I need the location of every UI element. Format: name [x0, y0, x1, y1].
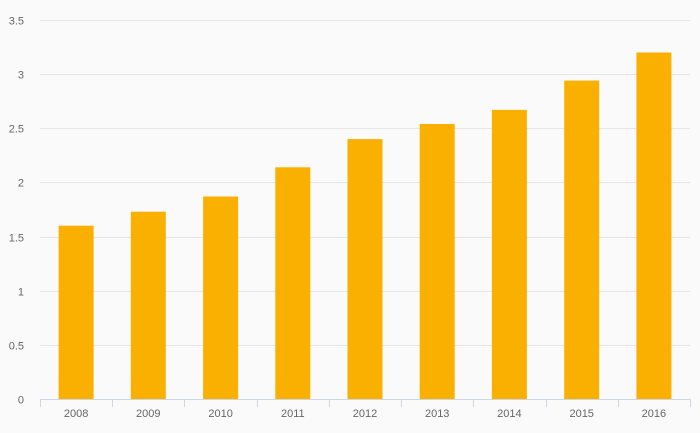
y-tick-label: 1.5	[9, 233, 24, 245]
x-tick-label: 2012	[353, 408, 377, 420]
x-tick-label: 2010	[208, 408, 232, 420]
x-axis: 2008 2009 2010 2011 2012 2013 2014 2015 2016	[40, 399, 691, 420]
y-tick-label: 0.5	[9, 341, 24, 353]
bar-2012[interactable]	[347, 139, 383, 399]
bar-2014[interactable]	[491, 109, 527, 400]
x-tick-label: 2009	[136, 408, 160, 420]
x-tick-label: 2016	[642, 408, 666, 420]
bar-2016[interactable]	[636, 52, 672, 400]
y-tick-label: 1	[18, 287, 24, 299]
bars	[58, 52, 672, 400]
x-tick-label: 2014	[497, 408, 521, 420]
y-tick-label: 2	[18, 178, 24, 190]
x-tick-label: 2011	[281, 408, 305, 420]
y-tick-label: 3	[18, 70, 24, 82]
y-axis-labels: 0 0.5 1 1.5 2 2.5 3 3.5	[9, 16, 24, 407]
x-tick-label: 2008	[64, 408, 88, 420]
x-tick-label: 2013	[425, 408, 449, 420]
bar-2011[interactable]	[275, 167, 311, 399]
y-tick-label: 0	[18, 395, 24, 407]
y-tick-label: 2.5	[9, 124, 24, 136]
bar-2010[interactable]	[203, 196, 239, 400]
bar-2015[interactable]	[564, 80, 600, 399]
bar-2009[interactable]	[130, 211, 166, 399]
x-tick-label: 2015	[569, 408, 593, 420]
bar-2008[interactable]	[58, 225, 94, 399]
y-tick-label: 3.5	[9, 16, 24, 28]
bar-2013[interactable]	[419, 124, 455, 399]
